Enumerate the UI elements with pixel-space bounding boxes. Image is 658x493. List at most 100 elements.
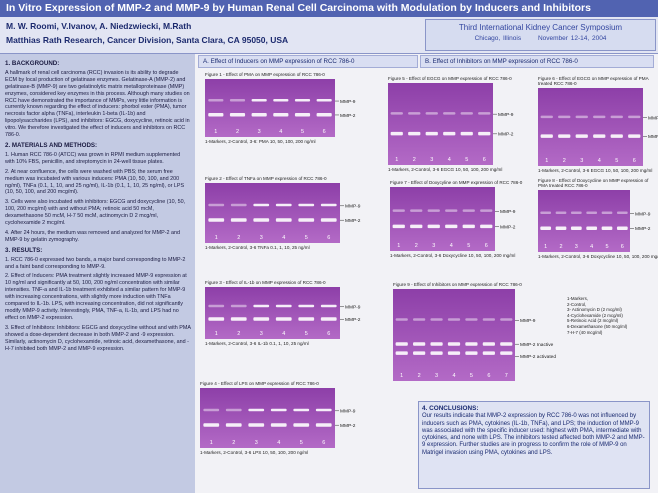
conclusions-text: Our results indicate that MMP-2 expressi… [422, 413, 645, 456]
lane-number: 6 [323, 129, 326, 135]
gel: 1 2 3 4 5 6 MMP-9 MMP-2 [538, 190, 651, 252]
figure-caption: 1-Markers, 2-Control, 3-6 EGCG 10, 50, 1… [538, 168, 653, 173]
gel-background [390, 187, 495, 251]
band [390, 112, 403, 115]
band-label: MMP-2 Inactive [520, 342, 554, 348]
band [315, 423, 332, 427]
band [298, 317, 315, 321]
figure-caption: 1-Markers, 2-Control, 3-6 EGCG 10, 50, 1… [388, 167, 503, 172]
band [601, 211, 613, 215]
band [570, 226, 582, 230]
band [253, 203, 270, 207]
figure: Figure 5 - Effect of EGCG on MMP express… [388, 76, 538, 172]
lane-number: 1 [544, 244, 547, 250]
lane-number: 1 [215, 331, 218, 337]
band [413, 351, 426, 355]
band [293, 408, 310, 412]
band [425, 131, 438, 136]
band-label: MMP-9 [635, 211, 651, 217]
band [500, 351, 513, 355]
paragraph: 4. After 24 hours, the medium was remove… [5, 229, 180, 243]
figure-caption: 1-Markers, 2-Control, 3-6 IL-1b 0.1, 1, … [205, 341, 309, 346]
band [208, 304, 225, 308]
lane-number: 1 [210, 440, 213, 446]
gel-background [205, 79, 335, 137]
band-label: MMP-9 [500, 209, 516, 215]
band [225, 408, 242, 412]
lane-number: 1 [400, 373, 403, 379]
lane-number: 6 [327, 331, 330, 337]
band [500, 318, 513, 321]
figure: Figure 4 - Effect of LPS on MMP expressi… [200, 381, 415, 455]
lane-number: 2 [237, 331, 240, 337]
lane-number: 5 [465, 157, 468, 163]
lane-number: 6 [485, 243, 488, 249]
figure-caption: 1-Markers, 2-Control, 3-6 LPS 10, 50, 10… [200, 450, 309, 455]
figure-title: Figure 1 - Effect of PMA on MMP expressi… [205, 72, 325, 77]
lane-number: 1 [215, 235, 218, 241]
location: Chicago, Illinois [474, 35, 522, 42]
band-label: MMP-9 [345, 305, 361, 311]
band [293, 423, 310, 427]
gel-background [205, 287, 340, 339]
band [462, 224, 475, 229]
band [586, 211, 598, 215]
band [460, 112, 473, 115]
band-label: MMP-2 [340, 423, 356, 429]
conclusions: 4. CONCLUSIONS: Our results indicate tha… [418, 401, 650, 489]
band [482, 318, 495, 321]
band [465, 342, 478, 346]
band-label: MMP-2 [500, 224, 516, 230]
legend-entry: 4-Cyclohexamide (2 mcg/ml) [567, 312, 623, 318]
band-label: MMP-9 [340, 99, 356, 105]
figure-title: Figure 7 - Effect of Doxycyline on MMP e… [390, 180, 523, 185]
band [430, 318, 443, 321]
band [555, 211, 567, 215]
band [208, 317, 225, 321]
band [395, 351, 408, 355]
legend-entry: 5-Retinoic Acid (2 mcg/ml) [567, 318, 619, 324]
band [203, 423, 220, 427]
band [208, 112, 224, 117]
band [616, 211, 628, 215]
band [298, 218, 315, 222]
band [208, 218, 225, 222]
band [410, 209, 423, 212]
lane-number: 2 [232, 440, 235, 446]
band [270, 423, 287, 427]
legend-entry: 7-H-7 (40 mcg/ml) [567, 329, 603, 335]
band [460, 131, 473, 136]
band [575, 134, 588, 138]
band [480, 224, 493, 229]
lane-number: 1 [214, 129, 217, 135]
lane-number: 2 [563, 158, 566, 164]
band [586, 226, 598, 230]
band [229, 99, 246, 102]
lane-number: 3 [432, 243, 435, 249]
symposium-box: Third International Kidney Cancer Sympos… [425, 19, 656, 51]
band [298, 203, 315, 207]
band [316, 99, 332, 102]
band [610, 134, 623, 138]
band [225, 423, 242, 427]
band [628, 115, 641, 119]
band [601, 226, 613, 230]
lane-number: 7 [505, 373, 508, 379]
band [275, 218, 292, 222]
paragraph: 3. Cells were also incubated with inhibi… [5, 199, 186, 227]
band [478, 112, 491, 115]
band [408, 112, 421, 115]
gel: 1 2 3 4 5 6 MMP-9 MMP-2 [390, 187, 516, 251]
gel-background [200, 388, 335, 448]
lane-number: 3 [580, 158, 583, 164]
figure-caption: 1-Markers, 2-Control, 3-6 Doxycycline 10… [390, 253, 516, 258]
band [315, 408, 332, 412]
band [445, 209, 458, 212]
paragraph: 1. RCC 786-0 expressed two bands, a majo… [5, 256, 186, 270]
band [558, 134, 571, 138]
band [320, 304, 337, 308]
band [593, 115, 606, 119]
lane-number: 6 [487, 373, 490, 379]
lane-number: 5 [305, 331, 308, 337]
